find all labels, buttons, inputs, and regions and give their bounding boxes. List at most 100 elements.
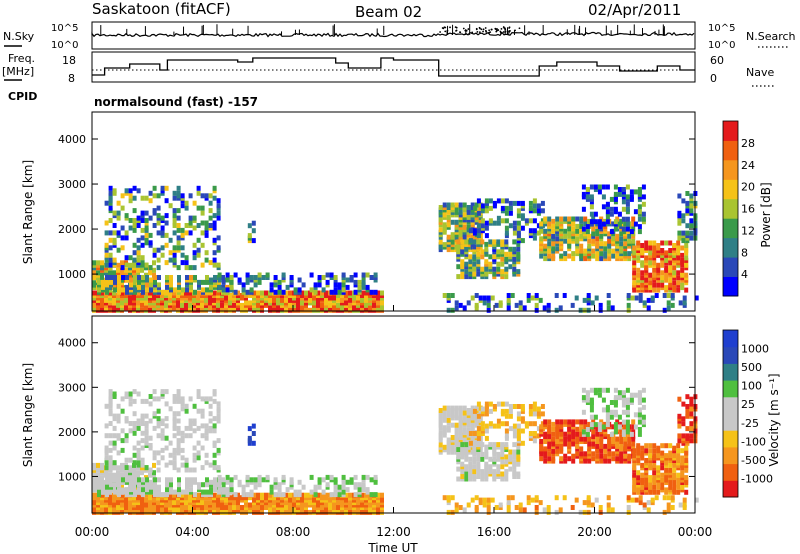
power-cell <box>108 262 113 268</box>
power-cell <box>626 307 631 313</box>
power-cell <box>456 244 461 250</box>
velocity-cell <box>317 484 322 490</box>
power-cell <box>630 295 635 301</box>
power-cell <box>125 289 129 295</box>
power-cell <box>664 240 669 246</box>
velocity-cell <box>480 421 485 427</box>
velocity-cell <box>621 390 626 396</box>
velocity-cell <box>668 467 673 473</box>
power-cell <box>317 282 322 288</box>
velocity-cell <box>488 456 493 462</box>
power-cell <box>333 275 338 280</box>
velocity-cell <box>251 431 256 436</box>
power-cell <box>516 246 521 252</box>
velocity-cell <box>140 398 145 404</box>
power-cell <box>157 275 161 280</box>
power-cell <box>689 235 694 241</box>
power-cell <box>96 260 100 266</box>
power-cell <box>212 262 217 268</box>
power-colorbar-label: Power [dB] <box>759 182 773 247</box>
velocity-cell <box>184 403 189 409</box>
power-cell <box>160 245 165 251</box>
power-cell <box>534 307 539 313</box>
power-cell <box>472 266 477 272</box>
velocity-cell <box>284 500 288 506</box>
power-cell <box>593 219 598 225</box>
velocity-cell <box>462 405 467 411</box>
power-cell <box>480 223 485 229</box>
velocity-cell <box>567 456 572 462</box>
velocity-cell <box>516 471 521 477</box>
power-cell <box>484 225 489 231</box>
velocity-cell <box>112 460 117 466</box>
power-cell <box>680 282 685 288</box>
velocity-cell <box>156 460 161 466</box>
power-cell <box>164 185 169 191</box>
velocity-cell <box>492 469 497 475</box>
velocity-cell <box>144 428 149 434</box>
velocity-cell <box>341 474 346 480</box>
power-cell <box>208 223 213 228</box>
velocity-cell <box>636 470 641 476</box>
velocity-cell <box>539 439 544 444</box>
power-cell <box>474 302 479 308</box>
velocity-cell <box>205 482 209 488</box>
velocity-cell <box>637 407 642 413</box>
velocity-cell <box>555 448 560 454</box>
velocity-cell <box>108 394 113 399</box>
power-cell <box>652 267 657 273</box>
power-cell <box>676 287 681 293</box>
power-cell <box>586 307 591 313</box>
velocity-cell <box>543 431 548 437</box>
power-cell <box>458 209 463 215</box>
power-cell <box>627 251 632 257</box>
velocity-cell <box>450 405 455 411</box>
power-cell <box>104 220 109 226</box>
velocity-cell <box>492 474 497 479</box>
velocity-cell <box>512 442 517 448</box>
velocity-cell <box>148 418 153 424</box>
velocity-cell <box>229 487 234 493</box>
power-cell <box>648 250 653 256</box>
velocity-cell <box>177 477 181 483</box>
power-cell <box>652 260 657 266</box>
velocity-cell <box>164 435 169 441</box>
power-cell <box>460 244 465 250</box>
power-cell <box>496 239 501 245</box>
velocity-cell <box>482 497 487 503</box>
power-cell <box>200 220 205 226</box>
velocity-cell <box>590 502 595 508</box>
velocity-cell <box>160 389 165 395</box>
freq-label: Freq. <box>8 52 35 65</box>
power-cell <box>133 287 137 293</box>
power-cell <box>216 210 221 216</box>
power-cell <box>462 212 467 218</box>
power-cell <box>345 284 350 290</box>
velocity-cell <box>293 489 298 495</box>
power-cell <box>356 295 360 301</box>
noise-search-dot <box>462 27 465 30</box>
power-cell <box>621 216 626 222</box>
power-cell <box>144 290 148 296</box>
power-cell <box>128 188 133 194</box>
velocity-cell <box>101 482 105 488</box>
velocity-cell <box>168 406 173 412</box>
power-cell <box>660 282 665 288</box>
power-cell <box>184 223 189 228</box>
velocity-cell <box>586 495 591 501</box>
power-cell <box>368 305 372 311</box>
velocity-colorbar-swatch <box>723 463 738 481</box>
velocity-cell <box>192 457 197 463</box>
power-cell <box>184 230 189 236</box>
power-cell <box>486 307 491 313</box>
power-cell <box>208 215 213 221</box>
power-cell <box>488 198 493 204</box>
power-cell <box>567 253 572 259</box>
velocity-cell <box>599 453 604 459</box>
velocity-cell <box>555 439 560 444</box>
power-cell <box>269 282 274 288</box>
power-cell <box>583 216 588 222</box>
cpid-label: CPID <box>8 90 37 103</box>
power-cell <box>488 205 493 211</box>
power-cell <box>641 194 646 200</box>
